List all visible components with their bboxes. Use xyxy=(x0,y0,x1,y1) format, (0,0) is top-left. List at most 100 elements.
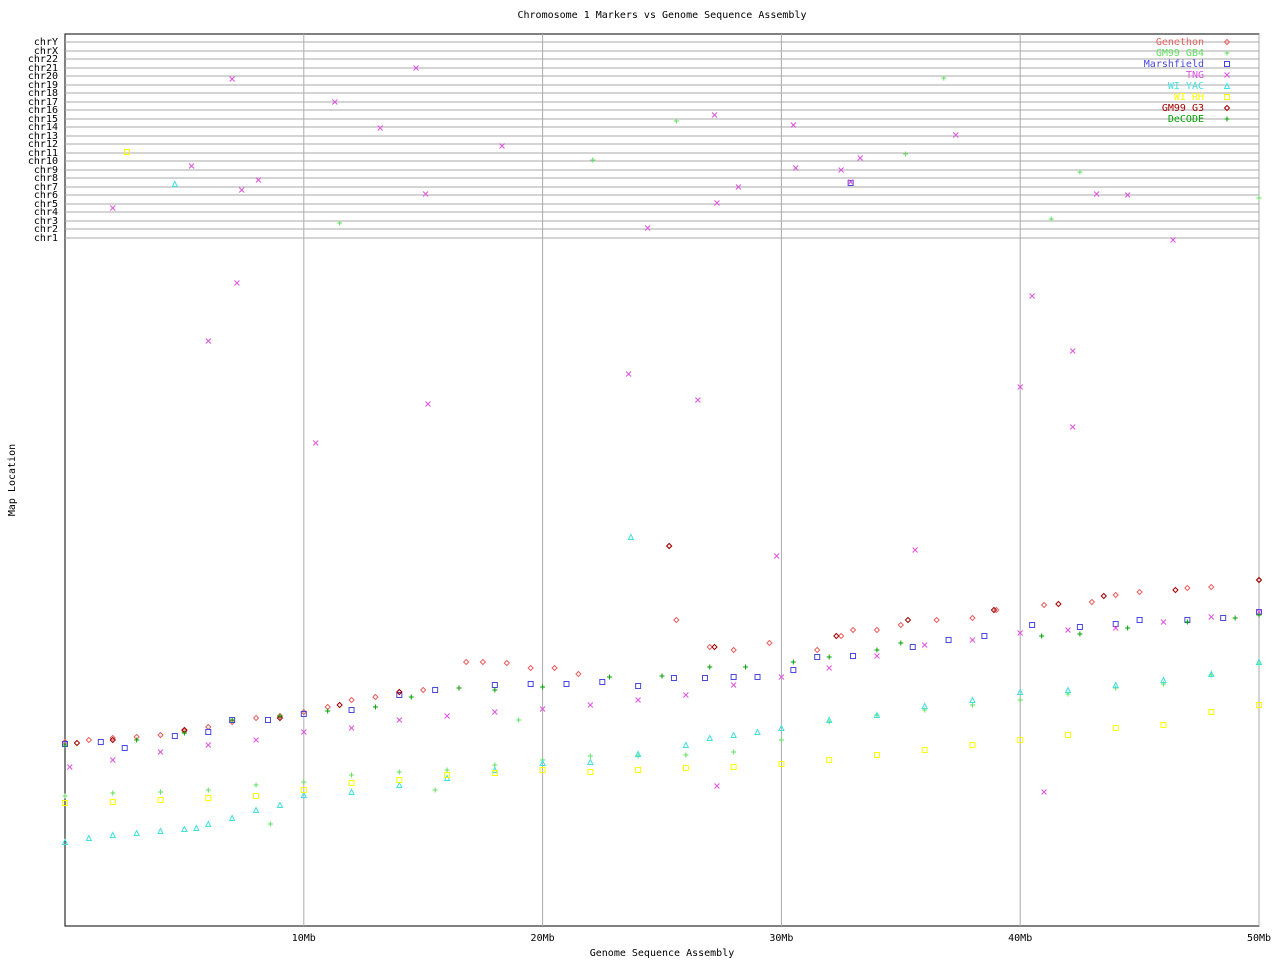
scatter-point xyxy=(1256,612,1262,618)
scatter-point xyxy=(969,637,976,643)
scatter-point xyxy=(903,151,909,157)
scatter-point xyxy=(109,831,117,838)
x-tick-label: 10Mb xyxy=(292,933,316,944)
scatter-point xyxy=(814,646,821,654)
scatter-point xyxy=(551,664,558,672)
scatter-point xyxy=(1064,732,1071,738)
scatter-point xyxy=(659,673,665,679)
y-tick-label: chr3 xyxy=(34,216,58,227)
scatter-point xyxy=(921,747,928,753)
scatter-point xyxy=(969,742,976,748)
scatter-point xyxy=(337,220,343,226)
legend-label: DeCODE xyxy=(1168,114,1204,125)
scatter-point xyxy=(349,772,355,778)
scatter-point xyxy=(1016,688,1024,695)
y-tick-label: chr10 xyxy=(28,156,58,167)
legend-label: WI RH xyxy=(1174,92,1204,103)
scatter-point xyxy=(1077,169,1083,175)
scatter-point xyxy=(625,371,632,377)
scatter-point xyxy=(234,280,240,286)
scatter-point xyxy=(348,725,355,731)
scatter-point xyxy=(1040,601,1048,609)
scatter-point xyxy=(62,742,68,748)
scatter-point xyxy=(193,824,200,831)
scatter-point xyxy=(706,643,713,651)
scatter-point xyxy=(432,787,438,793)
scatter-point xyxy=(814,654,821,660)
scatter-point xyxy=(731,749,737,755)
scatter-point xyxy=(754,674,761,680)
scatter-point xyxy=(348,696,355,704)
scatter-point xyxy=(730,646,737,654)
scatter-point xyxy=(754,728,761,735)
scatter-point xyxy=(933,616,940,624)
y-tick-label: chr20 xyxy=(28,71,58,82)
scatter-point xyxy=(711,112,718,118)
scatter-point xyxy=(969,614,976,622)
scatter-point xyxy=(1172,586,1179,594)
scatter-point xyxy=(97,739,104,745)
scatter-point xyxy=(792,165,799,171)
scatter-point xyxy=(1255,576,1263,584)
scatter-point xyxy=(1041,789,1047,795)
scatter-point xyxy=(1208,583,1215,591)
legend-symbol xyxy=(1224,50,1230,56)
scatter-point xyxy=(1232,615,1238,621)
scatter-point xyxy=(849,626,857,634)
scatter-point xyxy=(109,736,116,744)
y-tick-label: chr12 xyxy=(28,139,58,150)
scatter-point xyxy=(714,200,720,206)
scatter-point xyxy=(253,737,259,743)
scatter-point xyxy=(993,606,1000,614)
scatter-point xyxy=(743,664,749,670)
scatter-point xyxy=(372,704,378,710)
legend-symbol xyxy=(1223,82,1231,89)
scatter-point xyxy=(277,713,283,719)
scatter-point xyxy=(300,791,308,798)
scatter-point xyxy=(707,664,713,670)
legend-label: TNG xyxy=(1186,70,1204,81)
scatter-point xyxy=(673,616,680,624)
scatter-point xyxy=(587,753,593,759)
scatter-point xyxy=(1076,624,1083,630)
y-tick-label: chr6 xyxy=(34,190,58,201)
scatter-point xyxy=(432,687,439,693)
scatter-point xyxy=(157,731,164,739)
y-tick-label: chr2 xyxy=(34,224,58,235)
scatter-point xyxy=(479,658,487,666)
scatter-point xyxy=(1184,584,1191,592)
scatter-point xyxy=(157,749,164,755)
y-tick-label: chr15 xyxy=(28,114,58,125)
scatter-point xyxy=(205,338,212,344)
scatter-point xyxy=(778,761,785,767)
scatter-point xyxy=(66,764,73,770)
scatter-point xyxy=(301,779,307,785)
scatter-point xyxy=(422,191,429,197)
scatter-point xyxy=(419,686,427,694)
scatter-point xyxy=(85,834,93,841)
scatter-point xyxy=(909,644,916,650)
scatter-point xyxy=(229,717,236,723)
scatter-point xyxy=(714,783,720,789)
scatter-point xyxy=(921,702,928,709)
scatter-point xyxy=(62,800,68,806)
scatter-point xyxy=(456,685,462,691)
scatter-point xyxy=(730,731,737,738)
chart-title: Chromosome 1 Markers vs Genome Sequence … xyxy=(518,10,807,21)
scatter-point xyxy=(1112,591,1119,599)
scatter-point xyxy=(1055,600,1062,608)
scatter-point xyxy=(503,659,510,667)
legend-symbol xyxy=(1224,94,1230,100)
legend-symbol xyxy=(1224,61,1230,67)
scatter-point xyxy=(634,750,642,757)
scatter-point xyxy=(134,737,140,743)
scatter-point xyxy=(837,632,845,640)
scatter-point xyxy=(1255,658,1263,665)
scatter-point xyxy=(766,639,773,647)
scatter-point xyxy=(325,708,331,714)
scatter-point xyxy=(1088,598,1096,606)
scatter-point xyxy=(396,781,403,788)
scatter-point xyxy=(682,741,690,748)
scatter-point xyxy=(539,759,546,766)
